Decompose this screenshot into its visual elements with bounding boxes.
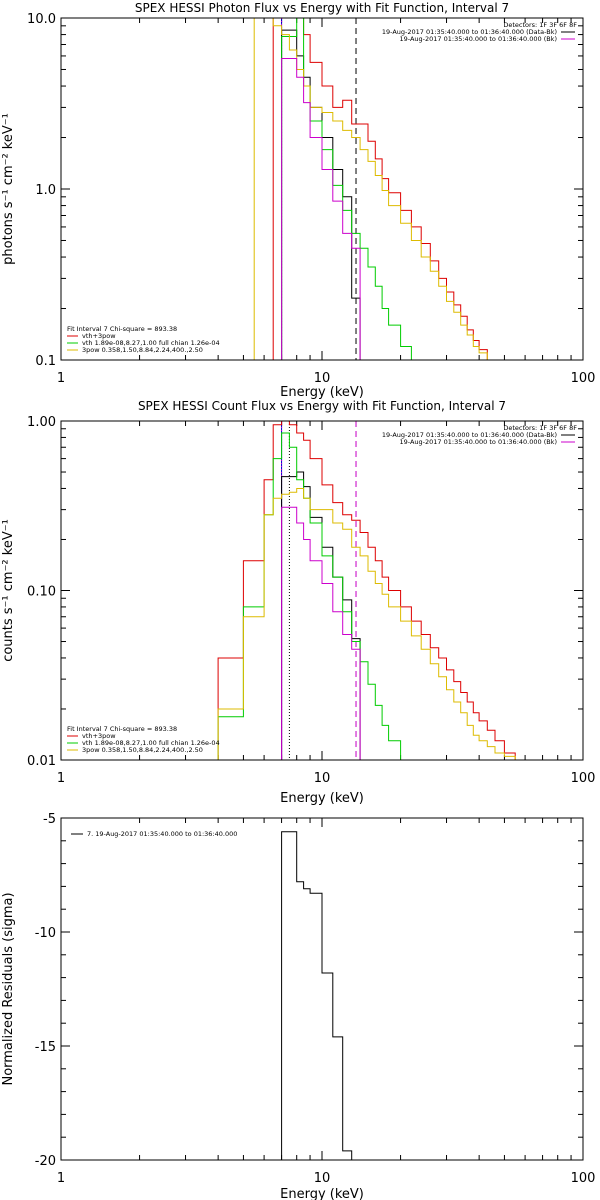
- y-tick-label: -15: [35, 1040, 56, 1055]
- y-tick-label: 1.00: [27, 415, 56, 430]
- series-line-red: [217, 421, 516, 760]
- chart-title: SPEX HESSI Count Flux vs Energy with Fit…: [138, 399, 506, 413]
- chart-panel-3: Energy (keV) Normalized Residuals (sigma)…: [1, 812, 595, 1200]
- y-tick-label: 0.1: [35, 354, 56, 369]
- fit-interval-label: Fit Interval 7 Chi-square = 893.38: [67, 325, 177, 333]
- detectors-label: Detectors: 1F 3F 6F 8F: [503, 21, 577, 29]
- axis-ticks: [60, 817, 583, 1161]
- x-axis-label: Energy (keV): [280, 1187, 364, 1200]
- y-axis-label: Normalized Residuals (sigma): [1, 892, 16, 1085]
- y-tick-label: -10: [35, 926, 56, 941]
- x-tick-label: 10: [314, 771, 331, 786]
- x-tick-label: 100: [571, 1171, 596, 1186]
- y-tick-label: 10.0: [27, 12, 56, 27]
- chart-panel-1: SPEX HESSI Photon Flux vs Energy with Fi…: [1, 1, 595, 400]
- chart-panel-2: SPEX HESSI Count Flux vs Energy with Fit…: [1, 399, 595, 806]
- legend-entry: vth 1.89e-08,8.27,1.00 full chian 1.26e-…: [82, 339, 220, 347]
- y-axis-label: counts s⁻¹ cm⁻² keV⁻¹: [1, 519, 16, 662]
- detectors-label: Detectors: 1F 3F 6F 8F: [503, 424, 577, 432]
- y-tick-label: -5: [43, 812, 56, 827]
- legend-entry: 3pow 0.358,1.50,8.84,2.24,400.,2.50: [82, 346, 203, 354]
- series-line-black: [281, 831, 361, 1160]
- legend-entry: 19-Aug-2017 01:35:40.000 to 01:36:40.000…: [400, 438, 557, 446]
- x-axis-label: Energy (keV): [280, 385, 364, 400]
- y-tick-label: 0.10: [27, 585, 56, 600]
- series-line-black: [281, 29, 361, 360]
- series-line-magenta: [281, 58, 361, 360]
- series-line-green: [217, 432, 412, 760]
- y-tick-label: -20: [35, 1154, 56, 1169]
- x-tick-label: 100: [571, 371, 596, 386]
- x-tick-label: 10: [314, 371, 331, 386]
- x-axis-label: Energy (keV): [280, 791, 364, 806]
- plot-frame: [60, 17, 584, 361]
- x-tick-label: 100: [571, 771, 596, 786]
- legend-entry: 19-Aug-2017 01:35:40.000 to 01:36:40.000…: [382, 431, 557, 439]
- y-axis-label: photons s⁻¹ cm⁻² keV⁻¹: [1, 113, 16, 265]
- series-line-magenta: [281, 506, 361, 760]
- y-tick-label: 0.01: [27, 754, 56, 769]
- legend-entry: 19-Aug-2017 01:35:40.000 to 01:36:40.000…: [400, 35, 557, 43]
- series-line-yellow: [217, 488, 526, 760]
- axis-ticks: [60, 421, 583, 761]
- plot-frame: [60, 420, 584, 761]
- x-tick-label: 10: [314, 1171, 331, 1186]
- legend-entry: 19-Aug-2017 01:35:40.000 to 01:36:40.000…: [382, 28, 557, 36]
- chart-title: SPEX HESSI Photon Flux vs Energy with Fi…: [135, 1, 509, 15]
- plot-frame: [60, 817, 584, 1161]
- series-group: [217, 421, 526, 760]
- series-line-green: [281, 18, 422, 360]
- x-tick-label: 1: [57, 1171, 65, 1186]
- legend-entry: vth 1.89e-08,8.27,1.00 full chian 1.26e-…: [82, 739, 220, 747]
- legend-entry: 3pow 0.358,1.50,8.84,2.24,400.,2.50: [82, 746, 203, 754]
- legend-entry: 7. 19-Aug-2017 01:35:40.000 to 01:36:40.…: [87, 830, 237, 838]
- legend-entry: vth+3pow: [82, 732, 116, 740]
- series-line-yellow: [253, 18, 495, 360]
- x-tick-label: 1: [57, 771, 65, 786]
- y-tick-label: 1.0: [35, 183, 56, 198]
- series-group: [253, 18, 495, 360]
- fit-interval-label: Fit Interval 7 Chi-square = 893.38: [67, 725, 177, 733]
- x-tick-label: 1: [57, 371, 65, 386]
- series-group: [281, 831, 361, 1160]
- legend-entry: vth+3pow: [82, 332, 116, 340]
